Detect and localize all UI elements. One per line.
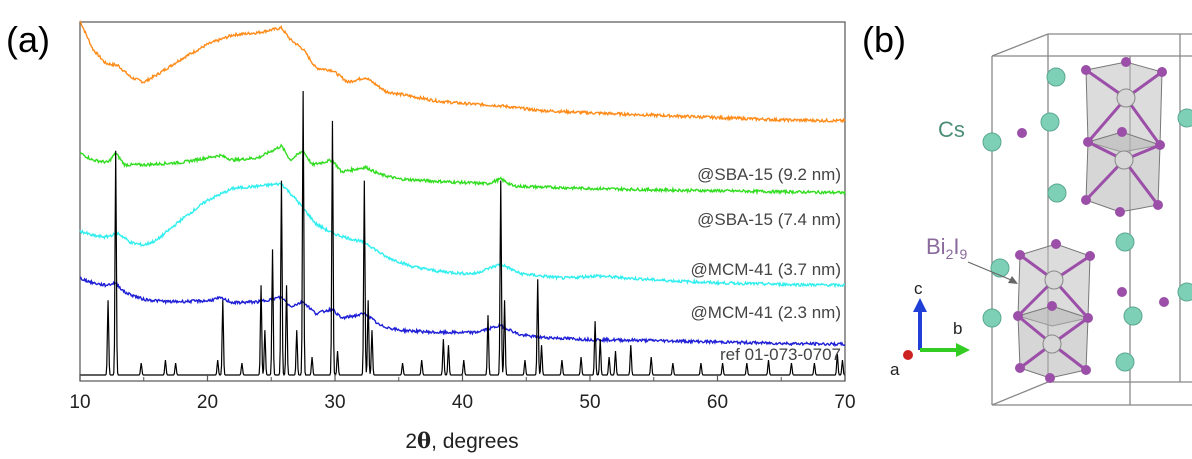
x-tick-label: 50 [579,392,600,413]
i-atom [1047,301,1057,311]
i-atom [1153,200,1163,210]
series-label-1: @SBA-15 (7.4 nm) [697,210,841,229]
series-label-4: ref 01-073-0707 [720,345,841,364]
cs-atom [990,258,1010,278]
bi2i9-dimer-lower [1013,239,1095,383]
c-axis-label: c [914,279,923,298]
cs-atom [1040,112,1060,132]
i-atom [1081,365,1091,375]
plot-frame [79,21,846,382]
i-atom [1157,67,1167,77]
i-atom [1117,127,1127,137]
bi2i9-pointer [967,261,1017,283]
i-atom [1085,251,1095,261]
i-atom [1045,373,1055,383]
x-tick-label: 10 [69,392,90,413]
panel-b-label: (b) [862,19,906,60]
i-atom [1155,140,1165,150]
i-atom [1013,311,1023,321]
series-labels: @SBA-15 (9.2 nm) @SBA-15 (7.4 nm) @MCM-41 … [691,165,841,364]
x-tick-label: 60 [707,392,728,413]
i-atom [1015,363,1025,373]
bi-atom [1042,334,1062,354]
a-axis-label: a [890,360,900,379]
c-axis-head [913,298,927,312]
b-axis-head [956,343,970,357]
cell-edge [991,33,1049,57]
i-atom [1081,65,1091,75]
cs-atom [982,308,1002,328]
cs-atom [1177,282,1192,302]
bi-atom [1044,270,1064,290]
i-atom [1083,313,1093,323]
series-label-0: @SBA-15 (9.2 nm) [697,165,841,184]
i-atoms-extra [1017,128,1169,307]
i-atom [1017,128,1027,138]
series-line-3 [79,276,846,348]
i-atom [1117,287,1127,297]
bi2i9-sub-2: 2 [946,246,954,262]
i-atom [1015,250,1025,260]
series-label-2: @MCM-41 (3.7 nm) [691,260,841,279]
cs-atom [1177,108,1192,128]
cs-atom [982,132,1002,152]
x-tick-label: 30 [324,392,345,413]
x-tick-label: 70 [834,392,855,413]
a-axis-head [903,350,913,360]
x-tick-label: 40 [452,392,473,413]
i-atom [1159,297,1169,307]
x-axis-title-theta: θ [417,428,431,453]
x-axis-title-prefix: 2 [405,430,417,453]
cs-atom [1047,183,1067,203]
bi2i9-dimer-upper [1081,57,1167,217]
bi2i9-pointer-head [1008,276,1018,284]
bi2i9-i: I [953,234,959,259]
series-line-2 [79,181,846,289]
x-axis-title: 2θ, degrees [405,428,518,453]
series-line-1 [79,143,846,196]
i-atom [1051,239,1061,249]
x-axis-title-suffix: , degrees [431,430,519,453]
cs-atom [1115,232,1135,252]
cs-atom [1123,306,1143,326]
x-tick-label: 20 [197,392,218,413]
bi-atom [1116,88,1136,108]
series-line-0 [79,20,846,124]
axis-triad: c b a [890,279,970,379]
bi2i9-label: Bi2I9 [926,234,967,262]
cs-atom [1046,67,1066,87]
cs-atoms [982,67,1192,372]
octahedron-upper-bottom [1085,131,1161,213]
i-atom [1081,195,1091,205]
bi-atom [1114,150,1134,170]
b-axis-label: b [953,319,962,338]
i-atom [1115,207,1125,217]
i-atom [1083,137,1093,147]
cell-edge [991,381,1049,406]
bi2i9-bi: Bi [926,234,946,259]
bi2i9-sub-9: 9 [959,246,967,262]
series-label-3: @MCM-41 (2.3 nm) [691,303,841,322]
x-axis-ticks: 10 20 30 40 50 60 70 [69,374,856,413]
panel-a-label: (a) [6,19,50,60]
cs-label: Cs [938,117,965,142]
crystal-structure: Cs Bi2I9 c b a [890,33,1192,406]
i-atom [1121,57,1131,67]
cs-atom [1115,352,1135,372]
xrd-chart: @SBA-15 (9.2 nm) @SBA-15 (7.4 nm) @MCM-41 … [69,20,856,453]
